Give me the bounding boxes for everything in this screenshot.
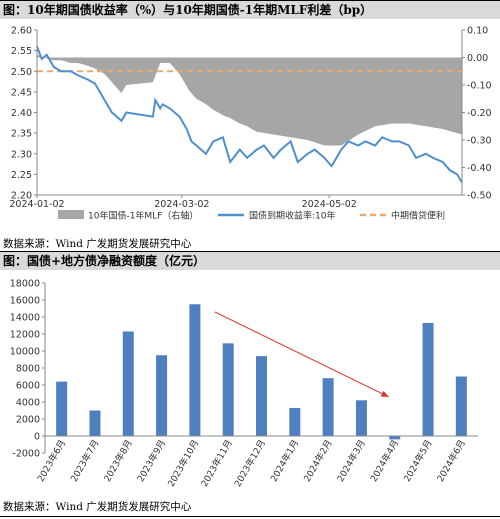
x-tick-label: 2024-01-02: [9, 199, 64, 210]
legend-spread-swatch: [58, 210, 84, 219]
chart1-source: 数据来源：Wind 广发期货发展研究中心: [3, 238, 192, 250]
right-tick-label: -0.50: [467, 191, 492, 202]
bar: [289, 407, 301, 436]
left-tick-label: 2.50: [11, 67, 32, 78]
right-tick-label: -0.30: [467, 136, 492, 147]
bar: [156, 355, 168, 436]
bar: [56, 381, 68, 436]
bar: [389, 436, 401, 440]
x-category-label: 2023年7月: [68, 438, 102, 484]
left-tick-label: 2.60: [11, 26, 32, 37]
y-tick-label: 8000: [16, 364, 40, 375]
bar: [322, 378, 334, 436]
bar: [256, 356, 267, 436]
y-tick-label: 16000: [10, 296, 40, 307]
x-category-label: 2023年10月: [165, 438, 202, 489]
bottom-rule: [0, 516, 500, 517]
trend-arrow-line: [214, 311, 389, 398]
trend-arrow-head: [380, 390, 389, 397]
right-tick-label: 0.00: [467, 53, 488, 64]
left-tick-label: 2.30: [11, 149, 32, 160]
x-category-label: 2024年4月: [368, 438, 402, 484]
bar: [455, 376, 467, 436]
right-tick-label: 0.10: [467, 26, 488, 37]
x-category-label: 2023年9月: [134, 438, 168, 484]
legend-yield-label: 国债到期收益率:10年: [249, 210, 336, 222]
chart1-title: 图：10年期国债收益率（%）与10年期国债-1年期MLF利差（bp）: [0, 0, 500, 19]
bar: [122, 331, 134, 436]
x-category-label: 2023年6月: [35, 438, 69, 484]
y-tick-label: -2000: [12, 449, 40, 460]
right-tick-label: -0.10: [467, 81, 492, 92]
bar: [89, 410, 101, 436]
y-tick-label: 10000: [10, 347, 40, 358]
bar: [355, 400, 367, 436]
x-category-label: 2024年3月: [334, 438, 368, 484]
spread-area: [37, 54, 462, 146]
chart2-source: 数据来源：Wind 广发期货发展研究中心: [3, 501, 192, 513]
net-financing-chart: -2000 0 2000 4000 6000 8000 10000 12000 14000 160…: [10, 279, 478, 489]
y-tick-label: 14000: [10, 313, 40, 324]
left-tick-label: 2.25: [11, 170, 32, 181]
right-tick-label: -0.20: [467, 108, 492, 119]
left-tick-label: 2.35: [11, 129, 32, 140]
bar: [222, 343, 234, 436]
y-tick-label: 4000: [16, 398, 40, 409]
legend-spread-label: 10年国债-1年MLF（右轴）: [88, 210, 198, 222]
x-category-label: 2024年6月: [434, 438, 468, 484]
y-tick-label: 2000: [16, 415, 40, 426]
y-tick-label: 18000: [10, 279, 40, 290]
yield-spread-chart: 2.20 2.25 2.30 2.35 2.40 2.45 2.50 2.55 2.60 -0.5…: [9, 26, 492, 222]
x-category-label: 2024年5月: [401, 438, 435, 484]
bar: [422, 322, 434, 436]
left-tick-label: 2.20: [11, 191, 32, 202]
left-tick-label: 2.40: [11, 108, 32, 119]
x-tick-label: 2024-05-02: [302, 199, 357, 210]
left-tick-label: 2.45: [11, 87, 32, 98]
y-tick-label: 6000: [16, 381, 40, 392]
x-category-label: 2023年12月: [232, 438, 269, 489]
left-tick-label: 2.55: [11, 46, 32, 57]
bar: [189, 304, 201, 436]
y-tick-label: 0: [34, 432, 40, 443]
y-tick-label: 12000: [10, 330, 40, 341]
yield-line: [36, 46, 463, 184]
x-category-label: 2023年8月: [101, 438, 135, 484]
right-tick-label: -0.40: [467, 163, 492, 174]
x-category-label: 2024年2月: [301, 438, 335, 484]
x-tick-label: 2024-03-02: [154, 199, 209, 210]
legend-mlf-label: 中期借贷便利: [391, 210, 445, 222]
chart2-title: 图：国债+地方债净融资额度（亿元）: [0, 251, 500, 270]
x-category-label: 2023年11月: [198, 438, 235, 489]
x-category-label: 2024年1月: [268, 438, 302, 484]
